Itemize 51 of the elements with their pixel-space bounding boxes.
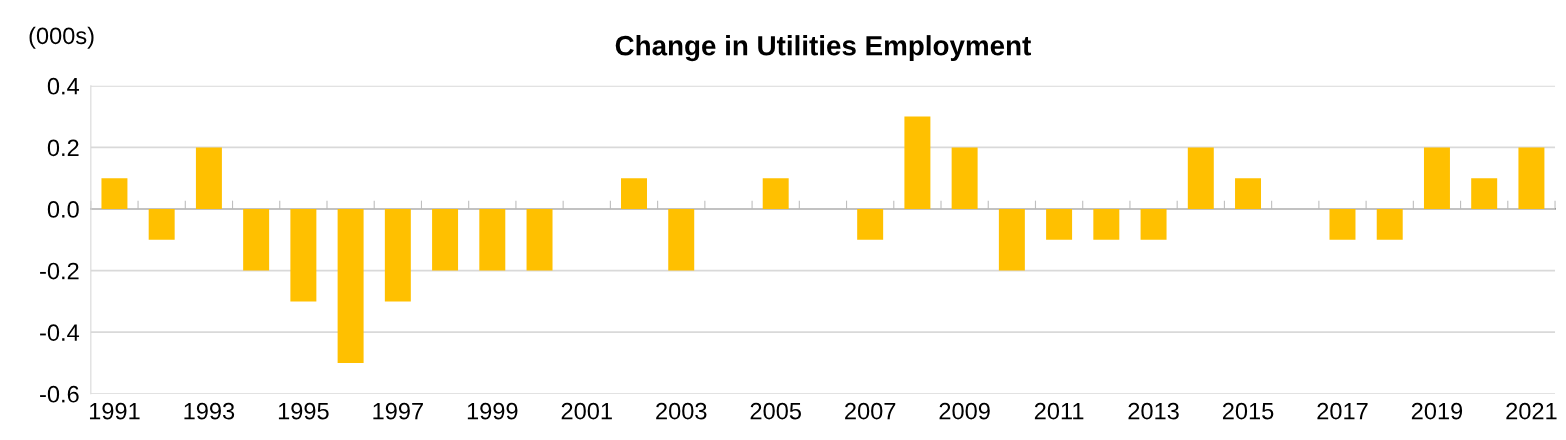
bar: [904, 116, 931, 209]
y-tick-label: 0.4: [47, 77, 80, 95]
bar: [1423, 147, 1450, 209]
x-tick-label: 2015: [1222, 402, 1274, 420]
y-axis-title: (000s): [29, 26, 94, 49]
bar: [101, 178, 128, 209]
x-tick-label: 1997: [373, 402, 423, 420]
bar: [479, 209, 506, 271]
bar: [1046, 209, 1073, 240]
bar: [1235, 178, 1262, 209]
bar: [337, 209, 364, 363]
x-tick-label: 2013: [1128, 402, 1179, 420]
bar: [1518, 147, 1545, 209]
bar: [621, 178, 647, 209]
bar: [1093, 209, 1120, 240]
y-tick-label: 0.0: [47, 201, 79, 218]
bar: [384, 209, 411, 302]
x-tick-label: 2005: [750, 402, 801, 420]
bar: [1187, 147, 1214, 209]
x-tick-label: 1999: [467, 402, 518, 420]
y-tick-label: 0.2: [47, 139, 79, 157]
bar: [857, 209, 884, 240]
bar: [526, 209, 553, 271]
bar: [762, 178, 789, 209]
y-tick-label: -0.4: [40, 324, 80, 341]
y-tick-label: -0.6: [40, 385, 79, 403]
bar: [668, 209, 695, 271]
x-tick-label: 2009: [939, 402, 990, 420]
chart-title: Change in Utilities Employment: [615, 35, 1031, 62]
bar: [951, 147, 978, 209]
bar: [432, 209, 459, 271]
x-tick-label: 2001: [561, 402, 612, 420]
bar: [243, 209, 270, 271]
x-tick-label: 2017: [1317, 402, 1368, 420]
bar: [195, 147, 222, 209]
y-tick-label: -0.2: [40, 262, 79, 280]
x-tick-label: 1991: [89, 402, 140, 420]
bar: [998, 209, 1025, 271]
bar: [1471, 178, 1498, 209]
x-tick-label: 1993: [184, 402, 235, 420]
bar: [1140, 209, 1167, 240]
bar: [1329, 209, 1356, 240]
bar: [1376, 209, 1403, 240]
x-tick-label: 2021: [1506, 402, 1557, 420]
bar: [290, 209, 317, 302]
bar: [148, 209, 175, 240]
x-tick-label: 2007: [845, 402, 896, 420]
x-tick-label: 2011: [1034, 402, 1084, 420]
x-tick-label: 2019: [1411, 402, 1463, 420]
x-tick-label: 2003: [656, 402, 707, 420]
x-tick-label: 1995: [278, 402, 329, 420]
